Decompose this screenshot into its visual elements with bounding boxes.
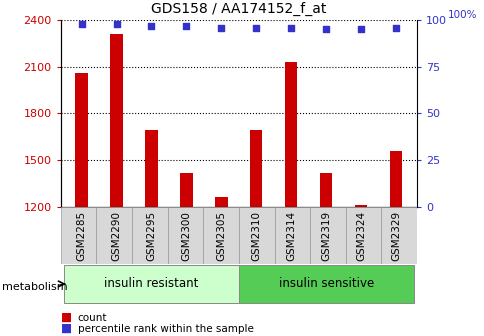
Text: GSM2300: GSM2300 [181,211,191,261]
Point [112,21,120,27]
Text: ■: ■ [60,322,72,335]
Bar [354,205,366,207]
Text: GSM2314: GSM2314 [286,211,296,261]
Bar [145,130,157,207]
Text: 100%: 100% [446,10,476,20]
Title: GDS158 / AA174152_f_at: GDS158 / AA174152_f_at [151,2,326,16]
Point [357,27,364,32]
Bar [274,207,310,264]
Bar [310,207,345,264]
Point [217,25,225,30]
Point [147,23,155,29]
Bar [250,130,262,207]
Text: GSM2285: GSM2285 [76,211,87,261]
Text: insulin resistant: insulin resistant [104,278,198,290]
Point [252,25,260,30]
Text: GSM2290: GSM2290 [111,211,121,261]
Bar [60,207,96,264]
Text: GSM2305: GSM2305 [216,211,226,261]
Point [182,23,190,29]
Bar [203,207,239,264]
Text: insulin sensitive: insulin sensitive [278,278,373,290]
Text: metabolism: metabolism [2,282,68,292]
Bar [110,34,122,207]
Point [77,21,85,27]
Bar [180,173,192,207]
Text: ■: ■ [60,311,72,324]
Bar [64,264,239,303]
Bar [167,207,203,264]
Text: GSM2295: GSM2295 [146,211,156,261]
Text: count: count [77,312,107,323]
Text: GSM2329: GSM2329 [390,211,400,261]
Text: GSM2324: GSM2324 [355,211,365,261]
Bar [345,207,381,264]
Point [287,25,295,30]
Bar [215,197,227,207]
Text: GSM2319: GSM2319 [320,211,331,261]
Bar [319,173,332,207]
Bar [76,73,88,207]
Point [392,25,399,30]
Bar [239,264,413,303]
Bar [239,207,274,264]
Bar [380,207,416,264]
Bar [285,62,297,207]
Point [322,27,330,32]
Bar [389,151,401,207]
Text: GSM2310: GSM2310 [251,211,261,261]
Bar [132,207,167,264]
Text: percentile rank within the sample: percentile rank within the sample [77,324,253,334]
Bar [96,207,132,264]
